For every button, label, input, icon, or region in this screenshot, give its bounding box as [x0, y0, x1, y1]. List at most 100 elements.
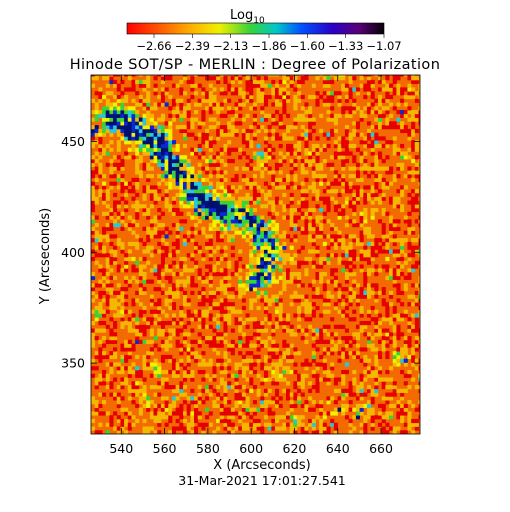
heatmap-cell [219, 238, 224, 243]
heatmap-cell [256, 373, 261, 378]
heatmap-cell [212, 223, 217, 228]
heatmap-cell [160, 354, 165, 360]
heatmap-cell [252, 324, 257, 329]
heatmap-cell [194, 91, 199, 96]
heatmap-cell [201, 302, 206, 307]
heatmap-cell [190, 204, 195, 209]
heatmap-cell [131, 185, 136, 190]
heatmap-cell [227, 287, 232, 292]
heatmap-cell [216, 324, 221, 329]
heatmap-cell [102, 196, 107, 201]
heatmap-cell [293, 294, 298, 299]
heatmap-cell [113, 79, 118, 85]
heatmap-cell [374, 287, 379, 292]
heatmap-cell [179, 392, 184, 397]
heatmap-cell [109, 113, 114, 118]
heatmap-cell [205, 106, 210, 111]
heatmap-cell [293, 392, 298, 397]
heatmap-cell [149, 125, 154, 130]
heatmap-cell [113, 336, 118, 341]
heatmap-cell [216, 362, 221, 367]
heatmap-cell [389, 272, 394, 277]
heatmap-cell [241, 91, 246, 96]
heatmap-cell [219, 132, 224, 137]
heatmap-cell [249, 260, 254, 265]
heatmap-cell [407, 343, 412, 348]
heatmap-cell [355, 336, 361, 341]
heatmap-cell [252, 411, 257, 416]
heatmap-cell [168, 343, 173, 348]
heatmap-cell [322, 76, 327, 81]
heatmap-cell [308, 305, 313, 311]
heatmap-cell [403, 430, 408, 434]
heatmap-cell [260, 256, 265, 262]
heatmap-cell [385, 430, 390, 434]
heatmap-cell [227, 260, 232, 265]
heatmap-cell [333, 91, 338, 96]
heatmap-cell [157, 215, 162, 220]
heatmap-cell [256, 98, 261, 103]
heatmap-cell [297, 377, 302, 382]
heatmap-cell [168, 204, 173, 209]
heatmap-cell [168, 76, 173, 81]
heatmap-cell [160, 98, 165, 103]
heatmap-cell [98, 294, 103, 299]
heatmap-cell [389, 339, 394, 344]
heatmap-cell [260, 155, 265, 160]
heatmap-cell [348, 113, 353, 118]
heatmap-cell [249, 166, 254, 171]
heatmap-cell [256, 223, 261, 228]
heatmap-cell [392, 283, 397, 288]
heatmap-cell [392, 91, 397, 96]
heatmap-cell [366, 128, 372, 134]
heatmap-cell [274, 347, 280, 352]
heatmap-cell [363, 358, 368, 363]
heatmap-cell [208, 249, 213, 254]
heatmap-cell [271, 147, 276, 152]
heatmap-cell [407, 411, 412, 416]
heatmap-cell [304, 362, 309, 367]
heatmap-cell [208, 143, 213, 149]
heatmap-cell [245, 339, 250, 344]
heatmap-cell [378, 94, 383, 100]
heatmap-cell [153, 309, 158, 314]
heatmap-cell [223, 298, 228, 303]
heatmap-cell [385, 170, 390, 175]
heatmap-cell [366, 336, 372, 341]
heatmap-cell [260, 94, 265, 100]
heatmap-cell [319, 400, 324, 405]
heatmap-cell [392, 223, 397, 228]
heatmap-cell [319, 377, 324, 382]
heatmap-cell [260, 223, 265, 228]
heatmap-cell [293, 238, 298, 243]
heatmap-cell [116, 403, 121, 409]
heatmap-cell [370, 373, 375, 378]
heatmap-cell [120, 166, 125, 171]
heatmap-cell [407, 110, 412, 115]
heatmap-cell [260, 234, 265, 239]
heatmap-cell [146, 117, 151, 122]
heatmap-cell [378, 98, 383, 103]
heatmap-cell [212, 87, 217, 92]
heatmap-cell [120, 117, 125, 122]
heatmap-cell [175, 396, 180, 401]
heatmap-cell [411, 226, 416, 231]
heatmap-cell [344, 249, 349, 254]
heatmap-cell [293, 290, 298, 296]
heatmap-cell [201, 362, 206, 367]
heatmap-cell [146, 211, 151, 216]
heatmap-cell [407, 354, 412, 360]
heatmap-cell [359, 211, 364, 216]
heatmap-cell [234, 403, 239, 409]
heatmap-cell [120, 79, 125, 85]
heatmap-cell [160, 283, 165, 288]
heatmap-cell [300, 79, 305, 85]
heatmap-cell [116, 177, 121, 182]
heatmap-cell [256, 215, 261, 220]
heatmap-cell [330, 75, 335, 77]
heatmap-cell [300, 166, 305, 171]
heatmap-cell [370, 305, 375, 311]
heatmap-cell [149, 155, 154, 160]
heatmap-cell [381, 166, 386, 171]
heatmap-cell [282, 241, 287, 247]
